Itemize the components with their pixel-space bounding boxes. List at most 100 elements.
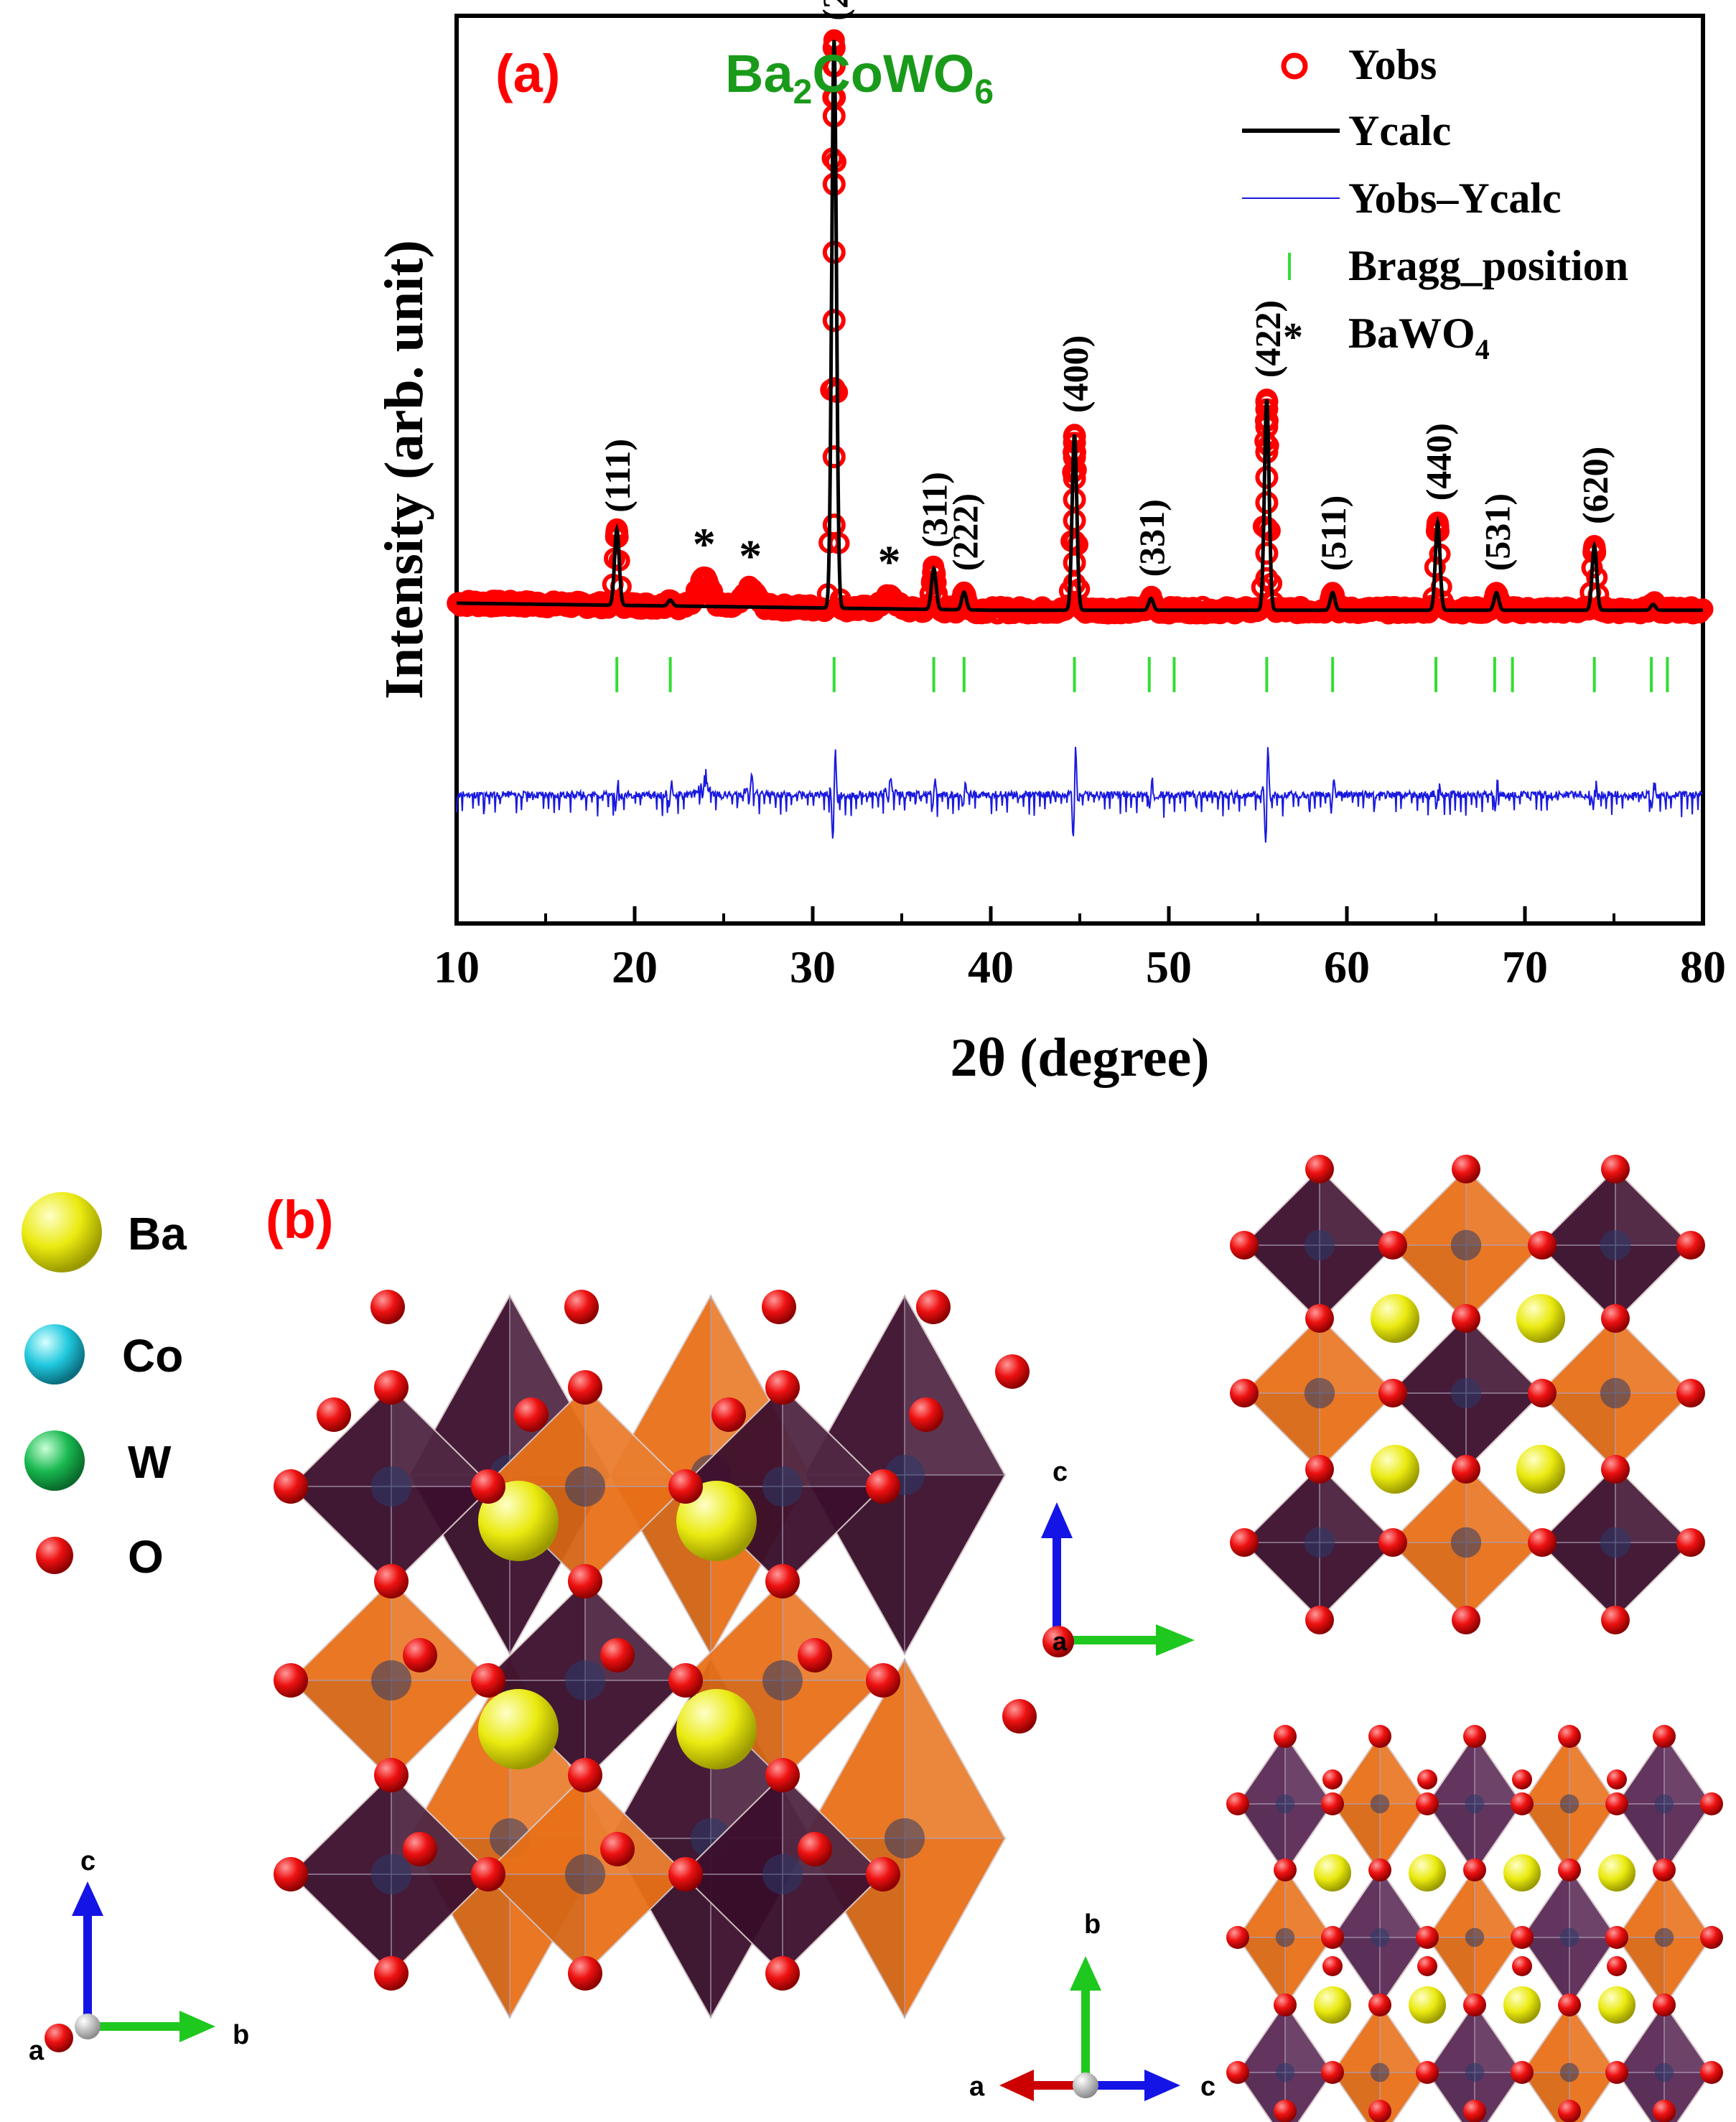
octahedron-face-shadow	[1238, 2072, 1285, 2122]
legend-bawo4-sub: 4	[1475, 333, 1490, 366]
octahedron-face-shadow	[1617, 1804, 1664, 1873]
yobs-points-layer	[447, 29, 1714, 625]
octahedron-face-highlight	[1320, 1169, 1396, 1245]
octahedron-face-highlight	[1569, 1735, 1617, 1804]
barium-atom	[1371, 1294, 1419, 1343]
octahedron-face-highlight	[905, 1659, 1005, 1838]
barium-atom	[478, 1481, 559, 1561]
oxygen-atom	[1558, 2100, 1581, 2122]
octahedron-face-shadow	[1539, 1393, 1615, 1469]
octahedron-face-highlight	[1664, 1735, 1712, 1804]
axis-b-text: b	[233, 2020, 249, 2050]
octahedron-face-shadow	[1522, 1937, 1569, 2006]
octahedron-face-highlight	[391, 1387, 492, 1486]
oxygen-atom	[798, 1832, 832, 1866]
oxygen-atom	[374, 1758, 409, 1792]
barium-atom	[1409, 1854, 1446, 1891]
barium-atom	[1516, 1294, 1565, 1343]
oxygen-atom	[1463, 1725, 1486, 1748]
octahedron-face-highlight	[1664, 1869, 1712, 1937]
octahedron-face-highlight	[1615, 1466, 1691, 1542]
difference-curve-layer	[456, 747, 1703, 843]
b-site-cation	[1600, 1377, 1631, 1409]
octahedron-face-shadow	[1333, 1804, 1380, 1873]
oxygen-atom	[668, 1857, 703, 1891]
yobs-point	[1063, 488, 1086, 511]
oxygen-atom	[1607, 1956, 1627, 1976]
oxygen-atom	[1463, 2100, 1486, 2122]
x-tick-label: 50	[1146, 941, 1192, 992]
octahedron-face-highlight	[1320, 1466, 1396, 1542]
oxygen-atom	[1452, 1606, 1480, 1634]
octahedron-face-highlight	[1466, 1466, 1542, 1542]
oxygen-atom	[798, 1638, 832, 1672]
axis-a-text: a	[29, 2036, 45, 2066]
b-site-cation	[1465, 2062, 1485, 2083]
oxygen-atom	[568, 1564, 602, 1599]
octahedron-face-highlight	[1320, 1317, 1396, 1393]
barium-atom	[478, 1689, 559, 1769]
axis-top-a-text: a	[1053, 1627, 1068, 1656]
oxygen-atom	[1002, 1699, 1037, 1734]
b-site-cation	[1600, 1527, 1631, 1558]
b-site-cation	[1559, 1794, 1579, 1814]
octahedron-face-highlight	[1285, 1735, 1333, 1804]
yobs-point	[1488, 592, 1511, 615]
octahedron-face-shadow	[1427, 1937, 1475, 2006]
octahedron-face-shadow	[1333, 1937, 1380, 2006]
oxygen-atom	[909, 1397, 943, 1432]
axis-top-c-arrow	[1041, 1502, 1073, 1538]
oxygen-atom	[1452, 1304, 1480, 1333]
x-tick-label: 20	[612, 941, 658, 992]
oxygen-atom	[1700, 2061, 1723, 2084]
axis-top-a-ball	[1042, 1626, 1074, 1657]
oxygen-atom	[1378, 1528, 1407, 1557]
oxygen-atom	[1512, 1769, 1532, 1790]
barium-atom	[1409, 1986, 1446, 2024]
b-site-cation	[885, 1818, 925, 1858]
legend-bragg-text: Bragg_position	[1348, 242, 1628, 289]
oxygen-atom	[765, 1564, 800, 1599]
x-tick-label: 60	[1324, 941, 1370, 992]
oxygen-atom	[370, 1290, 405, 1324]
oxygen-atom	[668, 1469, 703, 1504]
b-site-cation	[1275, 1794, 1295, 1814]
barium-atom	[1503, 1986, 1541, 2024]
octahedron-face-shadow	[1522, 2072, 1569, 2122]
oxygen-atom	[711, 1397, 746, 1432]
oxygen-atom	[1463, 1858, 1486, 1881]
yobs-point	[1255, 567, 1279, 590]
structure-view-along-a	[1230, 1155, 1705, 1634]
oxygen-atom	[514, 1397, 549, 1432]
oxygen-atom	[1528, 1528, 1557, 1557]
atom-legend: Ba Co W O	[22, 1192, 187, 1583]
octahedron-face-highlight	[783, 1387, 883, 1486]
impurity-marker: *	[878, 536, 901, 587]
legend-bawo4-text: BaWO4	[1348, 310, 1490, 366]
impurity-marker: *	[739, 530, 762, 581]
yobs-point	[822, 241, 846, 264]
axes-triad-main: c b a	[29, 1846, 249, 2066]
yobs-point	[822, 309, 846, 332]
barium-atom	[1371, 1445, 1419, 1494]
legend-diff-text: Yobs–Ycalc	[1348, 174, 1562, 222]
oxygen-atom	[1676, 1379, 1705, 1407]
axis-a-ball	[45, 2024, 73, 2052]
oxygen-atom	[471, 1663, 505, 1698]
oxygen-atom	[762, 1290, 796, 1324]
b-site-cation	[1370, 1794, 1390, 1814]
octahedron-face-shadow	[291, 1680, 391, 1779]
legend-bawo4-marker: *	[1283, 315, 1303, 360]
oxygen-atom	[1676, 1528, 1705, 1557]
barium-atom	[676, 1481, 757, 1561]
compound-title: Ba2CoWO6	[725, 44, 994, 111]
oxygen-atom	[1511, 2061, 1534, 2084]
oxygen-atom	[1417, 1956, 1437, 1976]
legend-bawo4-base: BaWO	[1348, 310, 1475, 357]
octahedron-face-shadow	[1243, 1393, 1320, 1469]
yobs-point	[822, 377, 846, 401]
yobs-point	[1063, 508, 1086, 532]
oxygen-atom	[471, 1857, 505, 1891]
oxygen-atom	[568, 1758, 602, 1792]
octahedron-face-highlight	[1285, 2004, 1333, 2072]
